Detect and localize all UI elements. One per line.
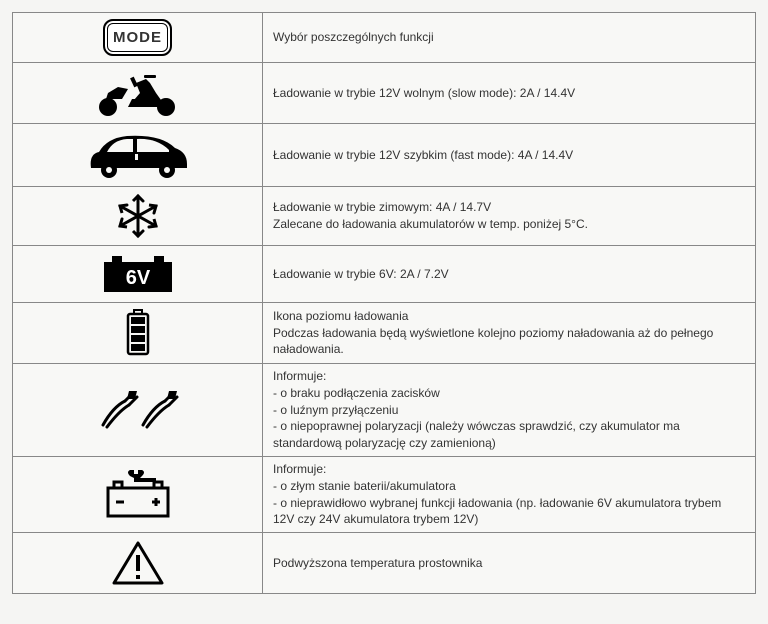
description-cell: Ładowanie w trybie zimowym: 4A / 14.7V Z…: [263, 187, 756, 246]
motorcycle-icon: [88, 69, 188, 117]
table-row: Ikona poziomu ładowania Podczas ładowani…: [13, 303, 756, 364]
table-row: Informuje: - o złym stanie baterii/akumu…: [13, 456, 756, 532]
car-icon: [83, 130, 193, 180]
battery-level-icon: [125, 309, 151, 357]
clamps-icon: [93, 387, 183, 433]
description-cell: Podwyższona temperatura prostownika: [263, 533, 756, 594]
icon-cell: [13, 124, 263, 187]
table-row: Ładowanie w trybie 12V wolnym (slow mode…: [13, 63, 756, 124]
snowflake-icon: [115, 193, 161, 239]
table-row: MODE Wybór poszczególnych funkcji: [13, 13, 756, 63]
icon-cell: [13, 364, 263, 457]
description-cell: Informuje: - o braku podłączenia zaciskó…: [263, 364, 756, 457]
description-cell: Ładowanie w trybie 12V szybkim (fast mod…: [263, 124, 756, 187]
description-cell: Wybór poszczególnych funkcji: [263, 13, 756, 63]
icon-cell: MODE: [13, 13, 263, 63]
table-row: Ładowanie w trybie zimowym: 4A / 14.7V Z…: [13, 187, 756, 246]
battery-wrench-icon: [100, 470, 176, 520]
description-cell: Ładowanie w trybie 6V: 2A / 7.2V: [263, 246, 756, 303]
icon-cell: [13, 533, 263, 594]
table-row: Ładowanie w trybie 12V szybkim (fast mod…: [13, 124, 756, 187]
table-row: 6V Ładowanie w trybie 6V: 2A / 7.2V: [13, 246, 756, 303]
icon-cell: [13, 187, 263, 246]
battery-6v-icon: 6V: [98, 252, 178, 296]
description-cell: Ładowanie w trybie 12V wolnym (slow mode…: [263, 63, 756, 124]
icon-cell: [13, 303, 263, 364]
mode-button-icon: MODE: [103, 19, 172, 56]
icon-cell: [13, 63, 263, 124]
description-cell: Informuje: - o złym stanie baterii/akumu…: [263, 456, 756, 532]
icon-cell: [13, 456, 263, 532]
icon-cell: 6V: [13, 246, 263, 303]
icon-legend-table: MODE Wybór poszczególnych funkcji Ładowa…: [12, 12, 756, 594]
warning-icon: [110, 539, 166, 587]
battery-6v-label: 6V: [125, 267, 150, 289]
table-row: Podwyższona temperatura prostownika: [13, 533, 756, 594]
table-row: Informuje: - o braku podłączenia zaciskó…: [13, 364, 756, 457]
description-cell: Ikona poziomu ładowania Podczas ładowani…: [263, 303, 756, 364]
